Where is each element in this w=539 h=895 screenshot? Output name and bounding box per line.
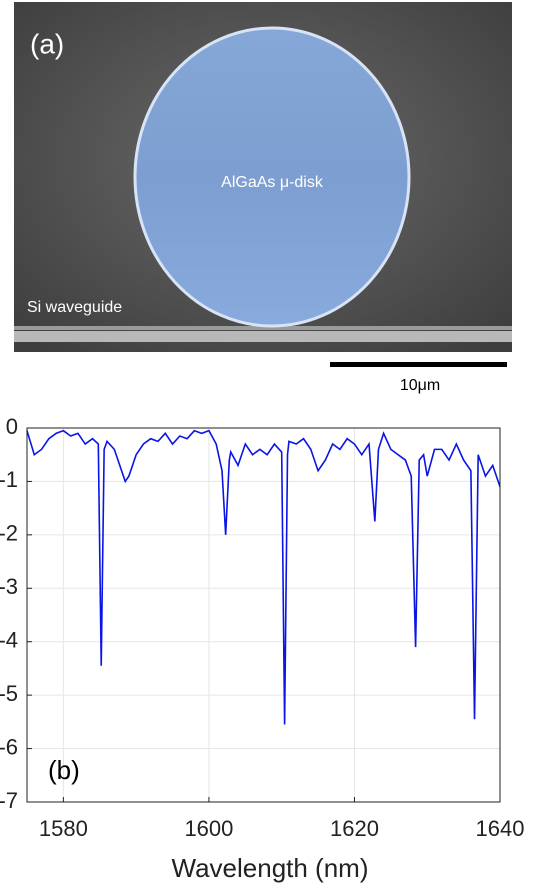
line-chart: 0 -1 -2 -3 -4 -5 -6 -7 1580 1600 1620 1640 Wavelengt… — [0, 414, 524, 883]
x-axis-label: Wavelength (nm) — [172, 853, 369, 883]
panel-label: (a) — [30, 28, 64, 59]
y-tick-label: -5 — [0, 681, 18, 706]
x-tick-label: 1640 — [476, 816, 525, 841]
disk-label: AlGaAs μ-disk — [221, 174, 324, 191]
waveguide — [14, 331, 512, 342]
y-tick-label: -4 — [0, 628, 18, 653]
scale-bar — [330, 362, 507, 367]
data-line — [26, 429, 501, 725]
y-tick-label: -1 — [0, 467, 18, 492]
waveguide-edge — [14, 326, 512, 330]
annotation: (b) — [48, 755, 80, 785]
x-tick-label: 1620 — [330, 816, 379, 841]
scale-bar-label: 10μm — [400, 377, 440, 394]
y-tick-label: 0 — [6, 414, 18, 439]
x-tick-label: 1600 — [184, 816, 233, 841]
sem-image: (a) AlGaAs μ-disk Si waveguide — [14, 2, 512, 352]
micro-disk — [133, 26, 411, 328]
y-tick-label: -2 — [0, 521, 18, 546]
plot-frame — [26, 427, 501, 803]
y-tick-label: -3 — [0, 574, 18, 599]
y-tick-label: -6 — [0, 734, 18, 759]
x-tick-label: 1580 — [39, 816, 88, 841]
y-tick-label: -7 — [0, 788, 18, 813]
waveguide-label: Si waveguide — [27, 299, 122, 316]
